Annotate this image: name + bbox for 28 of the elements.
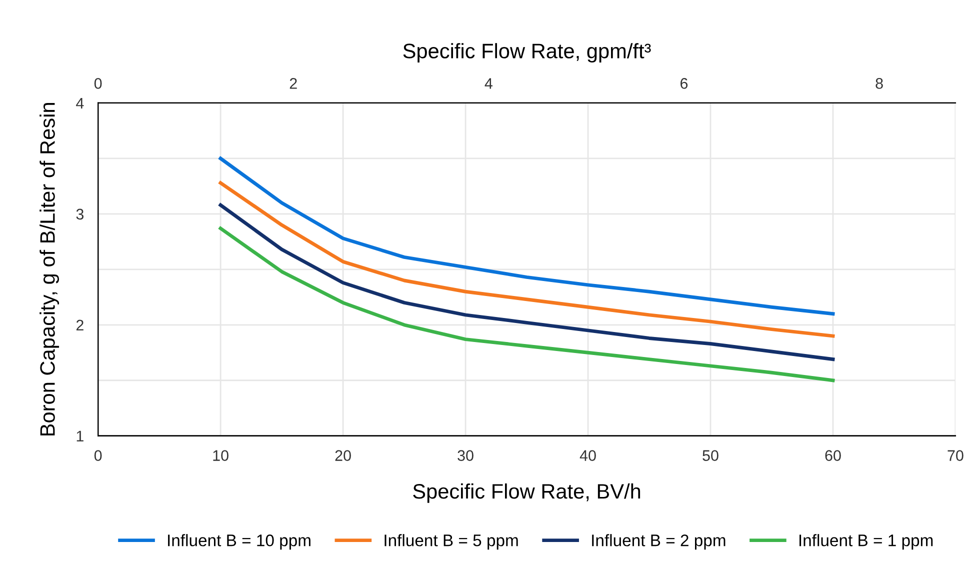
y-tick-label: 1 bbox=[76, 430, 84, 442]
x2-tick-label: 6 bbox=[680, 78, 688, 89]
y-tick-label: 4 bbox=[76, 98, 84, 109]
x-tick-label: 10 bbox=[213, 450, 228, 461]
x2-tick-label: 8 bbox=[876, 78, 883, 89]
x-tick-label: 70 bbox=[948, 450, 964, 461]
line-series bbox=[218, 156, 835, 316]
x-tick-label: 0 bbox=[94, 450, 102, 461]
x-tick-label: 20 bbox=[335, 450, 351, 461]
x2-axis-title: Specific Flow Rate, gpm/ft³ bbox=[403, 43, 651, 63]
x2-tick-label: 2 bbox=[290, 78, 297, 89]
legend-label: Influent B = 2 ppm bbox=[592, 534, 726, 550]
x-tick-label: 60 bbox=[825, 450, 841, 461]
y-tick-label: 2 bbox=[76, 320, 84, 330]
line-series bbox=[218, 226, 835, 382]
x-tick-label: 30 bbox=[458, 450, 474, 461]
x2-tick-label: 0 bbox=[94, 78, 102, 89]
y-axis-title: Boron Capacity, g of B/Liter of Resin bbox=[40, 103, 60, 436]
legend-label: Influent B = 1 ppm bbox=[800, 534, 933, 550]
legend-label: Influent B = 5 ppm bbox=[384, 534, 518, 550]
line-series bbox=[218, 203, 835, 362]
line-series bbox=[218, 181, 835, 338]
x-tick-label: 40 bbox=[580, 450, 596, 461]
x-axis-title: Specific Flow Rate, BV/h bbox=[413, 483, 640, 503]
x2-tick-label: 4 bbox=[484, 78, 492, 89]
legend-label: Influent B = 10 ppm bbox=[168, 534, 310, 550]
y-tick-label: 3 bbox=[76, 208, 84, 220]
x-tick-label: 50 bbox=[702, 450, 718, 461]
